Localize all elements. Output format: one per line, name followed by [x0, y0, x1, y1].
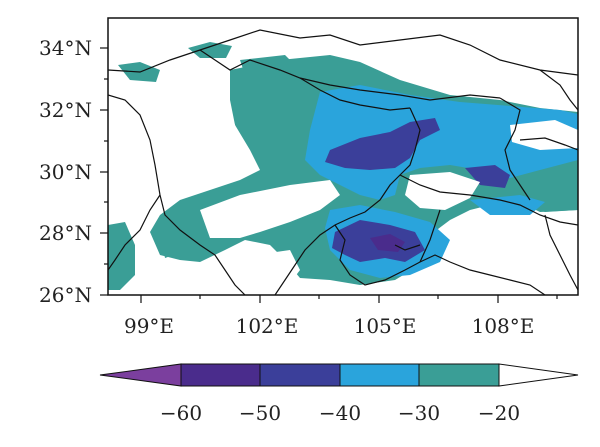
border-line: [394, 244, 421, 251]
contour-teal-north: [188, 42, 232, 58]
province-borders: [108, 29, 578, 295]
border-line: [419, 209, 441, 263]
lon-ticks: [140, 295, 558, 303]
border-line: [108, 194, 161, 271]
colorbar-label: −50: [239, 401, 281, 425]
border-line: [544, 214, 578, 291]
colorbar-bin: [259, 363, 341, 387]
border-line: [499, 97, 531, 201]
lat-label: 28°N: [39, 221, 92, 245]
lat-label: 34°N: [39, 36, 92, 60]
lat-label: 30°N: [39, 160, 92, 184]
border-line: [199, 49, 501, 101]
lon-label: 99°E: [124, 314, 174, 338]
contour-indigo-north: [325, 118, 440, 170]
colorbar-max-triangle: [498, 363, 579, 387]
contour-teal-west: [108, 222, 135, 290]
colorbar: [99, 363, 579, 387]
lon-label: 102°E: [236, 314, 299, 338]
border-line: [519, 137, 578, 151]
colorbar-bin: [180, 363, 261, 387]
colorbar-label: −60: [160, 401, 202, 425]
border-line: [108, 29, 578, 76]
dry-gap-center: [200, 180, 340, 238]
lon-label: 105°E: [354, 314, 417, 338]
dry-gap-north: [510, 120, 578, 150]
border-line: [299, 77, 411, 111]
border-line: [539, 69, 578, 111]
dry-gap-nw: [108, 88, 240, 185]
contour-teal-center-west: [160, 228, 188, 258]
colorbar-label: −30: [398, 401, 440, 425]
colorbar-bin: [418, 363, 500, 387]
colorbar-label: −40: [319, 401, 361, 425]
contour-blue-east: [470, 195, 545, 215]
dry-gap-east: [405, 172, 480, 210]
lat-ticks: [100, 47, 108, 296]
lon-label: 108°E: [472, 314, 535, 338]
map-frame: [107, 17, 579, 296]
lat-label: 32°N: [39, 98, 92, 122]
dry-gap-south: [255, 250, 300, 290]
lat-label: 26°N: [39, 283, 92, 307]
contour-purple-core: [370, 234, 405, 252]
border-line: [399, 174, 578, 226]
colorbar-min-triangle: [99, 363, 182, 387]
contour-indigo-east: [465, 165, 510, 188]
border-line: [274, 107, 421, 295]
colorbar-bin: [339, 363, 420, 387]
contour-blue-main: [305, 85, 578, 200]
filled-contours: [108, 42, 578, 290]
border-line: [108, 94, 246, 295]
colorbar-label: −20: [478, 401, 520, 425]
